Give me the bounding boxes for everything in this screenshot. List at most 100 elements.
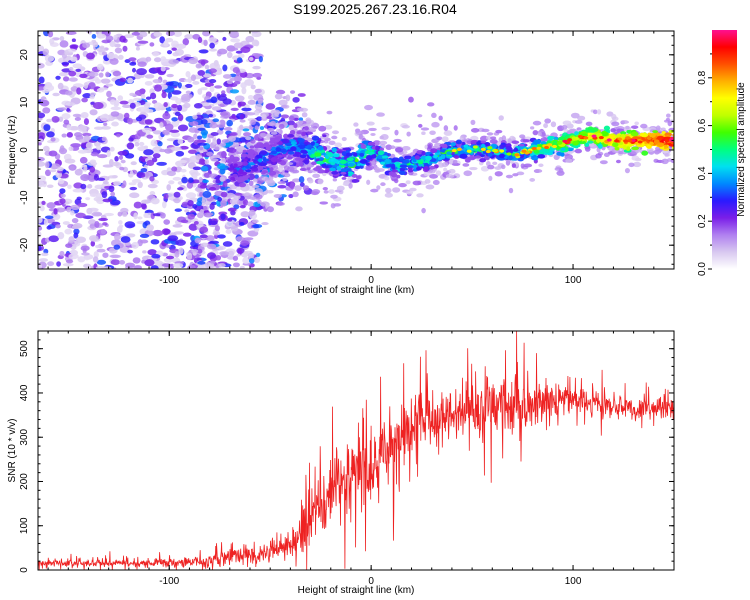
noise-blob <box>233 204 240 210</box>
noise-blob <box>68 146 74 152</box>
noise-blob <box>187 264 196 269</box>
ridge-blob <box>571 136 577 141</box>
halo-blob <box>405 180 411 185</box>
noise-blob <box>195 154 201 161</box>
noise-blob <box>171 120 180 128</box>
noise-blob <box>187 213 195 220</box>
noise-blob <box>93 126 104 130</box>
y-tick-label: 300 <box>19 428 30 445</box>
halo-blob <box>429 174 439 179</box>
noise-blob <box>219 251 230 256</box>
halo-blob <box>348 182 353 189</box>
ridge-blob <box>407 169 414 173</box>
halo-blob <box>485 135 492 140</box>
noise-blob <box>109 146 115 152</box>
halo-blob <box>249 196 257 200</box>
halo-blob <box>570 112 580 119</box>
halo-blob <box>431 112 437 119</box>
noise-blob <box>98 87 109 91</box>
noise-blob <box>122 45 128 52</box>
hot-blob <box>485 149 491 154</box>
noise-blob <box>113 34 118 40</box>
ridge-blob <box>380 161 386 165</box>
halo-blob <box>543 123 549 129</box>
ridge-blob <box>612 142 619 148</box>
noise-blob <box>200 129 209 136</box>
noise-blob <box>38 258 49 262</box>
hot-blob <box>614 139 620 143</box>
halo-blob <box>250 119 256 126</box>
noise-blob <box>190 74 197 82</box>
noise-blob <box>129 102 136 109</box>
halo-blob <box>302 185 310 191</box>
halo-blob <box>565 158 573 164</box>
ridge-blob <box>281 161 287 165</box>
halo-blob <box>443 167 448 172</box>
ridge-blob <box>273 138 280 143</box>
halo-blob <box>394 147 404 153</box>
noise-blob <box>101 39 111 44</box>
ridge-blob <box>664 132 673 137</box>
halo-blob <box>423 171 432 177</box>
noise-blob <box>202 31 211 37</box>
y-tick-label: -10 <box>19 190 30 205</box>
noise-blob <box>68 236 75 243</box>
noise-blob <box>129 186 138 191</box>
noise-blob <box>181 93 191 102</box>
noise-blob <box>232 255 239 261</box>
noise-blob <box>92 256 99 263</box>
ridge-blob <box>649 132 656 138</box>
noise-blob <box>180 219 189 224</box>
noise-blob <box>232 262 240 268</box>
halo-blob <box>311 189 321 195</box>
noise-blob <box>64 49 69 55</box>
noise-blob <box>110 111 120 117</box>
halo-blob <box>429 130 436 135</box>
noise-blob <box>156 161 167 166</box>
ridge-blob <box>375 145 380 151</box>
noise-blob <box>137 61 147 67</box>
noise-blob <box>109 254 121 259</box>
noise-blob <box>237 101 247 107</box>
halo-blob <box>469 166 478 171</box>
hot-blob <box>552 144 558 149</box>
noise-blob <box>143 149 154 156</box>
halo-blob <box>438 115 443 121</box>
ridge-blob <box>433 154 438 158</box>
noise-blob <box>214 146 220 151</box>
noise-blob <box>70 56 78 62</box>
noise-blob <box>155 107 161 111</box>
ridge-blob <box>530 144 538 148</box>
ridge-blob <box>425 155 432 161</box>
noise-blob <box>120 184 126 189</box>
noise-blob <box>235 50 243 54</box>
noise-blob <box>120 207 129 213</box>
noise-blob <box>256 116 263 122</box>
noise-blob <box>229 132 237 136</box>
noise-blob <box>187 199 194 207</box>
noise-blob <box>197 142 207 146</box>
noise-blob <box>97 154 108 159</box>
ridge-blob <box>505 146 512 151</box>
ridge-blob <box>519 143 525 147</box>
ridge-blob <box>227 158 233 164</box>
noise-blob <box>147 249 157 256</box>
ridge-blob <box>552 140 558 146</box>
noise-blob <box>175 239 186 246</box>
halo-blob <box>544 118 551 124</box>
noise-blob <box>180 168 187 173</box>
noise-blob <box>117 95 124 102</box>
ridge-blob <box>313 167 321 172</box>
ridge-blob <box>479 158 487 163</box>
noise-blob <box>168 59 180 65</box>
noise-blob <box>63 119 70 125</box>
ridge-blob <box>377 150 385 156</box>
ridge-blob <box>553 136 559 141</box>
noise-blob <box>199 184 207 189</box>
ridge-blob <box>418 161 424 165</box>
halo-blob <box>253 178 258 182</box>
noise-blob <box>72 188 84 193</box>
ridge-blob <box>232 173 238 178</box>
halo-blob <box>282 177 288 182</box>
